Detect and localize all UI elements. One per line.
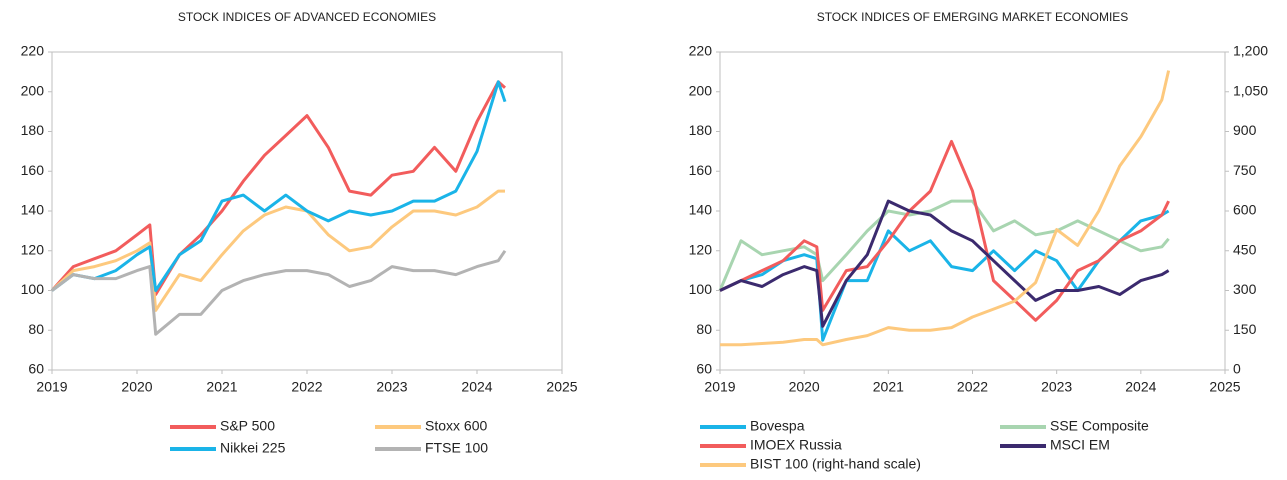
y-tick-label: 200 <box>689 82 713 98</box>
x-tick-label: 2025 <box>1209 379 1240 395</box>
x-tick-label: 2022 <box>291 379 322 395</box>
series-line <box>51 249 507 336</box>
legend-label: MSCI EM <box>1050 437 1110 453</box>
series-line <box>50 189 505 312</box>
series-line <box>718 199 1170 292</box>
legend-label: IMOEX Russia <box>750 437 842 453</box>
x-tick-label: 2020 <box>121 379 152 395</box>
series-line <box>719 209 1170 342</box>
x-tick-label: 2024 <box>461 379 492 395</box>
x-tick-label: 2023 <box>1041 379 1072 395</box>
legend-label: Bovespa <box>750 418 805 434</box>
x-tick-label: 2023 <box>376 379 407 395</box>
legend-label: FTSE 100 <box>425 440 488 456</box>
y-tick-label: 180 <box>689 122 713 138</box>
y2-tick-label: 600 <box>1233 202 1257 218</box>
plot-frame <box>719 51 1226 371</box>
y-tick-label: 60 <box>28 361 44 377</box>
y-tick-label: 220 <box>21 43 45 59</box>
x-tick-label: 2020 <box>789 379 820 395</box>
y-tick-label: 120 <box>21 241 45 257</box>
series-line <box>720 70 1171 347</box>
y-tick-label: 100 <box>689 281 713 297</box>
y-tick-label: 180 <box>21 122 45 138</box>
x-tick-label: 2019 <box>704 379 735 395</box>
y-tick-label: 140 <box>689 202 713 218</box>
chart-title: STOCK INDICES OF ADVANCED ECONOMIES <box>178 10 436 24</box>
legend-label: BIST 100 (right-hand scale) <box>750 456 921 472</box>
legend-label: Nikkei 225 <box>220 440 286 456</box>
series-line <box>719 199 1170 328</box>
legend-label: Stoxx 600 <box>425 418 487 434</box>
y2-tick-label: 1,050 <box>1233 82 1268 98</box>
y-tick-label: 160 <box>689 162 713 178</box>
x-tick-label: 2021 <box>206 379 237 395</box>
y2-tick-label: 150 <box>1233 321 1257 337</box>
y-tick-label: 80 <box>696 321 712 337</box>
y2-tick-label: 0 <box>1233 361 1241 377</box>
x-tick-label: 2025 <box>546 379 577 395</box>
y2-tick-label: 900 <box>1233 122 1257 138</box>
series-line <box>719 139 1170 322</box>
y2-tick-label: 450 <box>1233 241 1257 257</box>
x-tick-label: 2019 <box>36 379 67 395</box>
y-tick-label: 120 <box>689 241 713 257</box>
y2-tick-label: 300 <box>1233 281 1257 297</box>
legend-label: SSE Composite <box>1050 418 1149 434</box>
y-tick-label: 140 <box>21 202 45 218</box>
y2-tick-label: 1,200 <box>1233 43 1268 59</box>
chart-title: STOCK INDICES OF EMERGING MARKET ECONOMI… <box>817 10 1129 24</box>
series-line <box>50 80 507 296</box>
y-tick-label: 160 <box>21 162 45 178</box>
x-tick-label: 2022 <box>957 379 988 395</box>
x-tick-label: 2024 <box>1125 379 1156 395</box>
x-tick-label: 2021 <box>873 379 904 395</box>
y-tick-label: 100 <box>21 281 45 297</box>
y-tick-label: 200 <box>21 82 45 98</box>
y2-tick-label: 750 <box>1233 162 1257 178</box>
y-tick-label: 220 <box>689 43 713 59</box>
series-line <box>51 80 507 292</box>
y-tick-label: 60 <box>696 361 712 377</box>
legend-label: S&P 500 <box>220 418 275 434</box>
y-tick-label: 80 <box>28 321 44 337</box>
